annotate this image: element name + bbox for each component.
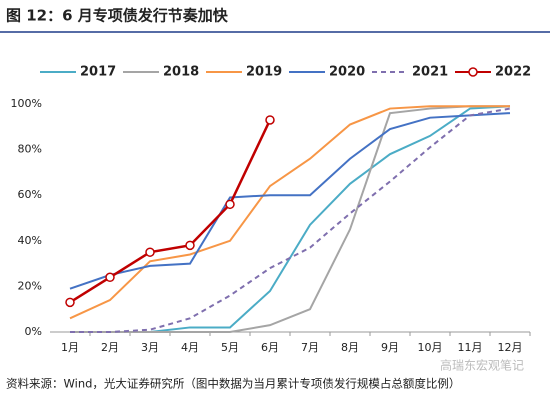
point-marker — [185, 240, 195, 251]
x-tick-label: 4月 — [181, 341, 199, 354]
y-tick-label: 80% — [18, 143, 42, 156]
series-line — [70, 105, 511, 333]
x-tick-label: 7月 — [301, 341, 319, 354]
x-tick-label: 10月 — [418, 341, 443, 354]
legend-label: 2017 — [80, 65, 116, 80]
y-tick-label: 20% — [18, 279, 42, 292]
legend-label: 2018 — [163, 65, 199, 80]
legend-label: 2019 — [246, 65, 282, 80]
watermark: 高瑞东宏观笔记 — [440, 358, 524, 373]
x-tick-label: 6月 — [261, 341, 279, 354]
x-tick-label: 5月 — [221, 341, 239, 354]
point-marker — [65, 297, 75, 308]
x-tick-label: 12月 — [498, 341, 523, 354]
x-tick-label: 1月 — [61, 341, 79, 354]
series-line — [70, 107, 511, 333]
chart-title: 图 12：6 月专项债发行节奏加快 — [6, 7, 229, 25]
source-note: 资料来源：Wind，光大证券研究所（图中数据为当月累计专项债发行规模占总额度比例… — [6, 377, 460, 391]
x-tick-label: 8月 — [341, 341, 359, 354]
legend-label: 2020 — [329, 65, 365, 80]
series-line — [69, 119, 272, 304]
y-tick-label: 40% — [18, 234, 42, 247]
point-marker — [225, 199, 235, 210]
x-tick-label: 9月 — [381, 341, 399, 354]
series-line — [70, 105, 510, 333]
y-tick-label: 100% — [11, 97, 42, 110]
point-marker — [145, 247, 155, 257]
x-tick-label: 3月 — [141, 341, 159, 354]
series-line — [69, 112, 511, 290]
x-tick-label: 2月 — [101, 341, 119, 354]
legend-marker — [468, 67, 478, 77]
point-marker — [105, 272, 115, 283]
point-marker — [265, 115, 275, 125]
legend-label: 2022 — [495, 65, 531, 80]
y-tick-label: 0% — [25, 325, 42, 338]
series-line — [69, 105, 510, 320]
legend-label: 2021 — [412, 65, 448, 80]
x-tick-label: 11月 — [458, 341, 483, 354]
y-tick-label: 60% — [18, 188, 42, 201]
